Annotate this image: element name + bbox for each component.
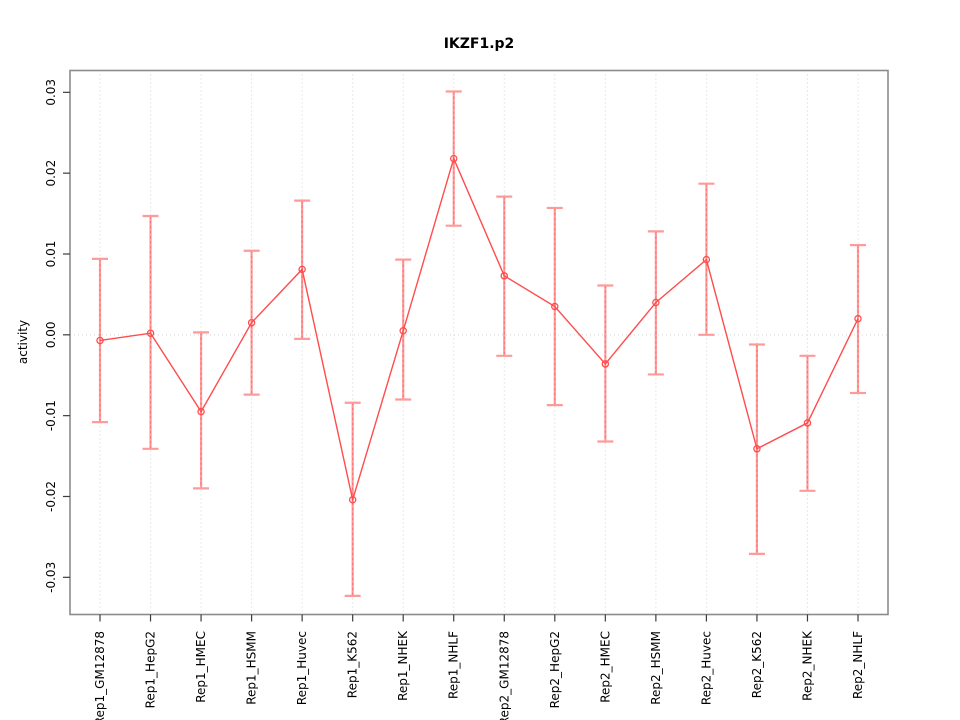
data-point — [146, 329, 155, 337]
x-tick-label: Rep1_K562 — [346, 631, 360, 698]
error-bars — [92, 90, 866, 598]
data-points — [96, 154, 862, 504]
data-point — [702, 255, 711, 264]
y-tick-label: 0.00 — [44, 321, 58, 348]
x-tick-label: Rep1_NHEK — [396, 630, 410, 701]
y-tick-label: -0.02 — [44, 481, 58, 512]
x-tick-label: Rep2_HepG2 — [548, 631, 562, 708]
x-tick-label: Rep2_GM12878 — [497, 631, 511, 720]
data-point — [551, 302, 559, 311]
data-point — [399, 327, 407, 335]
data-point — [601, 360, 610, 368]
data-point — [803, 419, 812, 427]
data-point — [753, 445, 761, 453]
x-tick-label: Rep1_Huvec — [295, 631, 309, 705]
y-tick-label: -0.03 — [44, 562, 58, 593]
x-tick-label: Rep2_Huvec — [699, 631, 713, 705]
plot-box — [69, 69, 889, 616]
x-tick-label: Rep2_NHLF — [851, 631, 865, 699]
x-tick-label: Rep1_GM12878 — [93, 631, 107, 720]
x-axis: Rep1_GM12878 Rep1_HepG2 Rep1_HMEC Rep1_HSMM… — [93, 614, 865, 720]
x-tick-label: Rep2_NHEK — [800, 630, 814, 701]
x-tick-label: Rep2_HSMM — [649, 631, 663, 705]
data-point — [348, 495, 357, 504]
series-line — [99, 156, 859, 503]
x-tick-label: Rep2_K562 — [750, 631, 764, 698]
y-tick-label: 0.03 — [44, 79, 58, 106]
y-tick-label: 0.02 — [44, 160, 58, 187]
x-tick-label: Rep1_HepG2 — [144, 631, 158, 708]
data-point — [854, 314, 862, 323]
x-tick-label: Rep1_HSMM — [245, 631, 259, 705]
data-point — [449, 154, 458, 163]
chart-title: IKZF1.p2 — [444, 36, 515, 52]
data-point — [197, 407, 205, 416]
data-point — [298, 265, 306, 274]
gridlines — [70, 70, 888, 615]
data-point — [500, 272, 509, 280]
data-point — [652, 298, 660, 307]
x-tick-label: Rep2_HMEC — [598, 631, 612, 703]
y-tick-label: 0.01 — [44, 241, 58, 268]
y-axis-label: activity — [16, 320, 30, 364]
y-tick-label: -0.01 — [44, 400, 58, 431]
y-axis: 0.03 0.02 0.01 0.00 -0.01 -0.02 -0.03 — [44, 79, 70, 593]
data-point — [96, 336, 104, 345]
x-tick-label: Rep1_NHLF — [447, 631, 461, 699]
data-point — [247, 318, 256, 327]
x-tick-label: Rep1_HMEC — [194, 631, 208, 703]
